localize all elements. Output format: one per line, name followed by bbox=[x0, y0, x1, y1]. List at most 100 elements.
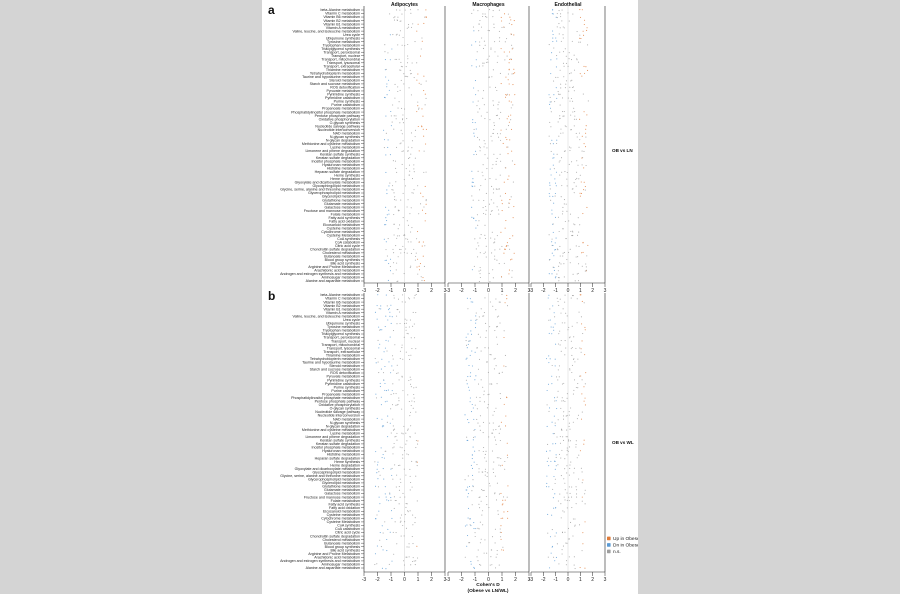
data-point bbox=[574, 525, 576, 527]
data-point bbox=[580, 375, 582, 377]
data-point bbox=[578, 132, 581, 134]
pathway-label: Purine synthesis bbox=[334, 100, 361, 104]
data-point bbox=[581, 471, 583, 473]
data-point bbox=[405, 248, 407, 250]
data-point bbox=[575, 444, 577, 446]
data-point bbox=[388, 213, 390, 215]
data-point bbox=[476, 347, 478, 349]
data-point bbox=[562, 400, 564, 402]
data-point bbox=[409, 213, 411, 215]
data-point bbox=[474, 404, 476, 406]
data-point bbox=[389, 34, 391, 36]
data-point bbox=[488, 203, 491, 205]
data-point bbox=[399, 446, 401, 448]
data-point bbox=[494, 255, 496, 257]
data-point bbox=[554, 182, 557, 184]
legend-swatch bbox=[607, 549, 611, 554]
data-point bbox=[386, 219, 388, 222]
data-point bbox=[561, 9, 563, 11]
data-point bbox=[513, 34, 515, 36]
data-point bbox=[406, 206, 408, 208]
data-point bbox=[466, 545, 468, 547]
x-axis-title: Cohen's D bbox=[476, 582, 500, 588]
data-point bbox=[466, 524, 468, 526]
data-point bbox=[507, 485, 509, 487]
data-point bbox=[499, 139, 502, 141]
data-point bbox=[507, 178, 509, 180]
data-point bbox=[410, 354, 412, 356]
data-point bbox=[470, 464, 472, 466]
data-point bbox=[581, 265, 583, 267]
data-point bbox=[563, 76, 565, 78]
data-point bbox=[583, 34, 585, 36]
pathway-label: Glutamate metabolism bbox=[324, 202, 360, 206]
data-point bbox=[473, 87, 475, 89]
data-point bbox=[579, 16, 582, 18]
data-point bbox=[417, 258, 419, 260]
data-point bbox=[565, 415, 567, 417]
pathway-label: Transport, mitochondrial bbox=[321, 343, 360, 347]
data-point bbox=[471, 350, 473, 352]
data-point bbox=[548, 94, 550, 96]
data-point bbox=[375, 397, 378, 399]
data-point bbox=[584, 397, 586, 399]
pathway-label: Valine, leucine, and isoleucine metaboli… bbox=[293, 314, 360, 318]
data-point bbox=[558, 453, 561, 456]
data-point bbox=[411, 227, 413, 229]
data-point bbox=[558, 280, 560, 282]
data-point bbox=[554, 316, 556, 318]
data-point bbox=[585, 66, 587, 68]
data-point bbox=[562, 418, 565, 420]
data-point bbox=[474, 80, 476, 82]
data-point bbox=[573, 336, 575, 338]
column-title: Endothelial bbox=[555, 2, 583, 8]
data-point bbox=[575, 386, 577, 389]
data-point bbox=[398, 397, 400, 399]
data-point bbox=[474, 238, 476, 240]
data-point bbox=[467, 343, 469, 345]
pathway-label: Histidine metabolism bbox=[327, 453, 360, 457]
data-point bbox=[550, 101, 552, 103]
data-point bbox=[409, 376, 411, 378]
data-point bbox=[550, 174, 552, 176]
data-point bbox=[400, 481, 402, 484]
data-point bbox=[412, 524, 414, 526]
data-point bbox=[499, 174, 501, 176]
pathway-label: Arachidonic acid metabolism bbox=[314, 556, 360, 560]
pathway-label: Arachidonic acid metabolism bbox=[314, 269, 360, 273]
data-point bbox=[412, 543, 414, 545]
data-point bbox=[496, 549, 498, 552]
data-point bbox=[485, 205, 487, 208]
data-point bbox=[571, 295, 574, 297]
data-point bbox=[546, 425, 548, 428]
data-point bbox=[470, 319, 472, 321]
data-point bbox=[501, 199, 503, 201]
data-point bbox=[568, 474, 570, 476]
data-point bbox=[551, 238, 553, 240]
data-point bbox=[377, 464, 379, 466]
data-point bbox=[485, 336, 487, 338]
x-tick-label: -1 bbox=[473, 288, 478, 294]
data-point bbox=[407, 58, 409, 60]
data-point bbox=[409, 436, 411, 438]
data-point bbox=[484, 44, 486, 46]
pathway-label: Tetrahydrobiopterin metabolism bbox=[310, 72, 360, 76]
data-point bbox=[473, 429, 475, 431]
data-point bbox=[479, 507, 481, 509]
data-point bbox=[566, 185, 568, 187]
data-point bbox=[495, 407, 497, 409]
x-tick-label: -2 bbox=[459, 577, 464, 583]
data-point bbox=[511, 276, 513, 278]
data-point bbox=[393, 393, 395, 395]
data-point bbox=[417, 440, 419, 442]
data-point bbox=[484, 118, 486, 120]
data-point bbox=[397, 44, 399, 46]
data-point bbox=[580, 418, 583, 420]
data-point bbox=[475, 528, 477, 530]
data-point bbox=[580, 181, 582, 183]
data-point bbox=[404, 75, 406, 77]
data-point bbox=[547, 532, 549, 534]
data-point bbox=[384, 69, 386, 71]
data-point bbox=[554, 195, 556, 197]
x-tick-label: 0 bbox=[403, 288, 406, 294]
